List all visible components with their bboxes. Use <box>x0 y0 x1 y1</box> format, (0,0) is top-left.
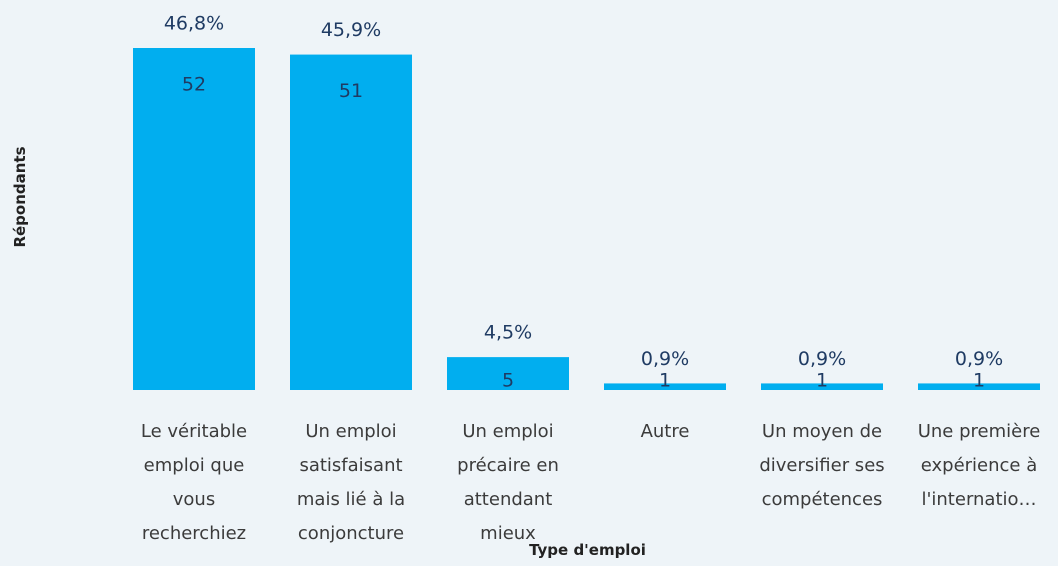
bar <box>761 383 883 390</box>
percent-label: 4,5% <box>484 322 532 344</box>
percent-label: 46,8% <box>164 13 224 35</box>
percent-label: 0,9% <box>798 348 846 370</box>
bar <box>447 357 569 390</box>
x-axis-title: Type d'emploi <box>529 541 646 559</box>
x-tick-label: Un emploi satisfaisant mais lié à la con… <box>296 421 406 544</box>
x-tick-label: Le véritable emploi que vous recherchiez <box>140 421 248 544</box>
x-tick-label: Autre <box>640 421 690 442</box>
percent-label: 0,9% <box>641 348 689 370</box>
data-label: 5 <box>502 370 514 392</box>
data-label: 51 <box>339 80 363 102</box>
bar <box>604 383 726 390</box>
x-tick-label: Un emploi précaire en attendant mieux <box>457 421 559 544</box>
x-tick-label: Un moyen de diversifier ses compétences <box>759 421 885 510</box>
percent-label: 45,9% <box>321 19 381 41</box>
data-label: 1 <box>816 370 828 392</box>
x-tick-label: Une première expérience à l'internatio… <box>917 421 1041 510</box>
bar <box>133 48 255 390</box>
bar <box>290 54 412 390</box>
data-label: 52 <box>182 74 206 96</box>
data-label: 1 <box>973 370 985 392</box>
percent-label: 0,9% <box>955 348 1003 370</box>
data-label: 1 <box>659 370 671 392</box>
y-axis-title: Répondants <box>11 146 29 248</box>
bar <box>918 383 1040 390</box>
